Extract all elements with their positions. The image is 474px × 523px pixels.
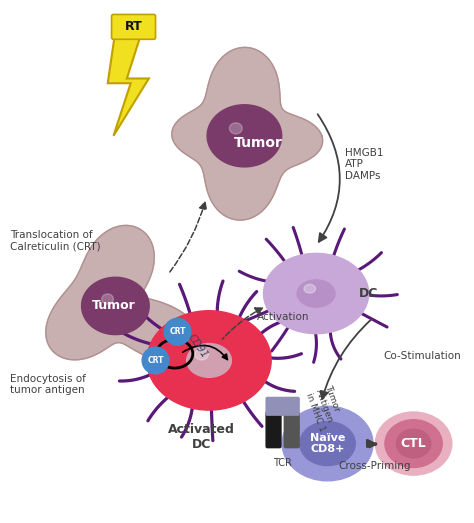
FancyBboxPatch shape [283, 411, 300, 448]
Ellipse shape [102, 294, 113, 304]
Text: Activated
DC: Activated DC [168, 423, 235, 450]
Circle shape [142, 347, 169, 374]
Text: CRT: CRT [169, 327, 186, 336]
FancyBboxPatch shape [111, 15, 155, 39]
Text: Translocation of
Calreticulin (CRT): Translocation of Calreticulin (CRT) [10, 230, 101, 252]
Text: Co-Stimulation: Co-Stimulation [383, 350, 461, 361]
Polygon shape [207, 105, 282, 167]
Ellipse shape [147, 311, 271, 410]
Ellipse shape [187, 344, 231, 377]
Circle shape [164, 319, 191, 345]
Text: Cross-Priming: Cross-Priming [338, 461, 410, 471]
Ellipse shape [375, 412, 452, 475]
Ellipse shape [396, 429, 431, 458]
Ellipse shape [297, 280, 335, 307]
Text: Activation: Activation [257, 312, 310, 322]
Polygon shape [46, 225, 201, 362]
Text: CD91: CD91 [186, 332, 210, 360]
Ellipse shape [282, 406, 373, 481]
Polygon shape [108, 31, 149, 136]
FancyBboxPatch shape [265, 411, 282, 448]
Ellipse shape [264, 253, 369, 334]
Text: CTL: CTL [401, 437, 427, 450]
Text: Endocytosis of
tumor antigen: Endocytosis of tumor antigen [10, 373, 86, 395]
Polygon shape [82, 277, 149, 335]
Text: Tumor
Antigen
in MHC 1: Tumor Antigen in MHC 1 [304, 384, 346, 433]
Text: RT: RT [125, 20, 142, 33]
Polygon shape [172, 48, 323, 220]
Text: TCR: TCR [273, 458, 292, 468]
FancyBboxPatch shape [265, 397, 300, 416]
Text: Naïve
CD8+: Naïve CD8+ [310, 433, 345, 454]
Text: CRT: CRT [147, 356, 164, 365]
Text: DC: DC [359, 287, 378, 300]
Ellipse shape [385, 419, 442, 468]
Text: Tumor: Tumor [91, 300, 136, 312]
Ellipse shape [229, 123, 242, 134]
Ellipse shape [304, 285, 316, 293]
Ellipse shape [195, 349, 209, 360]
Ellipse shape [300, 422, 356, 465]
Text: HMGB1
ATP
DAMPs: HMGB1 ATP DAMPs [345, 148, 383, 181]
Text: Tumor: Tumor [234, 137, 283, 151]
